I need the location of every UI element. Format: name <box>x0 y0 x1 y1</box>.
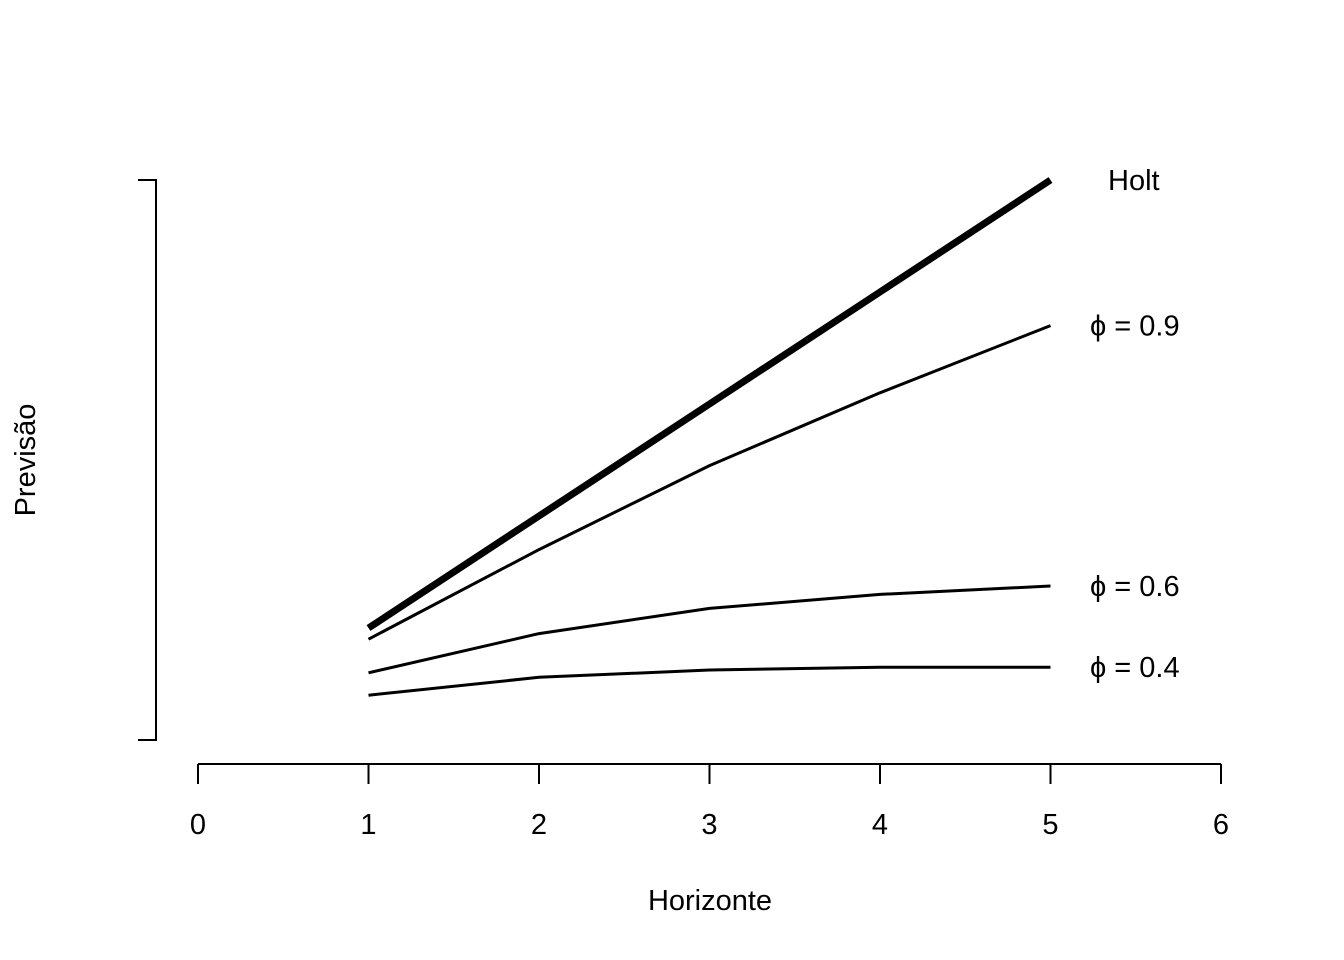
x-tick-label: 5 <box>1042 809 1058 841</box>
x-tick-label: 2 <box>531 809 547 841</box>
x-tick-label: 6 <box>1213 809 1229 841</box>
y-axis <box>138 179 157 741</box>
x-tick-label: 3 <box>701 809 717 841</box>
series-label-4: ϕ = 0.4 <box>1090 652 1180 684</box>
x-tick-label: 1 <box>360 809 376 841</box>
x-tick-label: 4 <box>872 809 888 841</box>
series-label-3: ϕ = 0.6 <box>1090 571 1180 603</box>
y-axis-line <box>138 179 157 741</box>
series-line-3 <box>368 584 1051 675</box>
x-ticks: 0 1 2 3 4 5 6 <box>190 764 1229 841</box>
series-line-2 <box>367 324 1052 641</box>
series-label-2: ϕ = 0.9 <box>1090 311 1180 343</box>
y-axis-title: Previsão <box>10 404 42 517</box>
series-line-1 <box>366 177 1053 631</box>
series-line-4 <box>368 665 1051 697</box>
x-axis-title: Horizonte <box>648 885 772 917</box>
x-tick-label: 0 <box>190 809 206 841</box>
series-label-1: Holt <box>1108 165 1160 197</box>
x-axis: 0 1 2 3 4 5 6 <box>190 763 1229 841</box>
series-group: Holt ϕ = 0.9 ϕ = 0.6 ϕ = 0.4 <box>366 165 1180 697</box>
